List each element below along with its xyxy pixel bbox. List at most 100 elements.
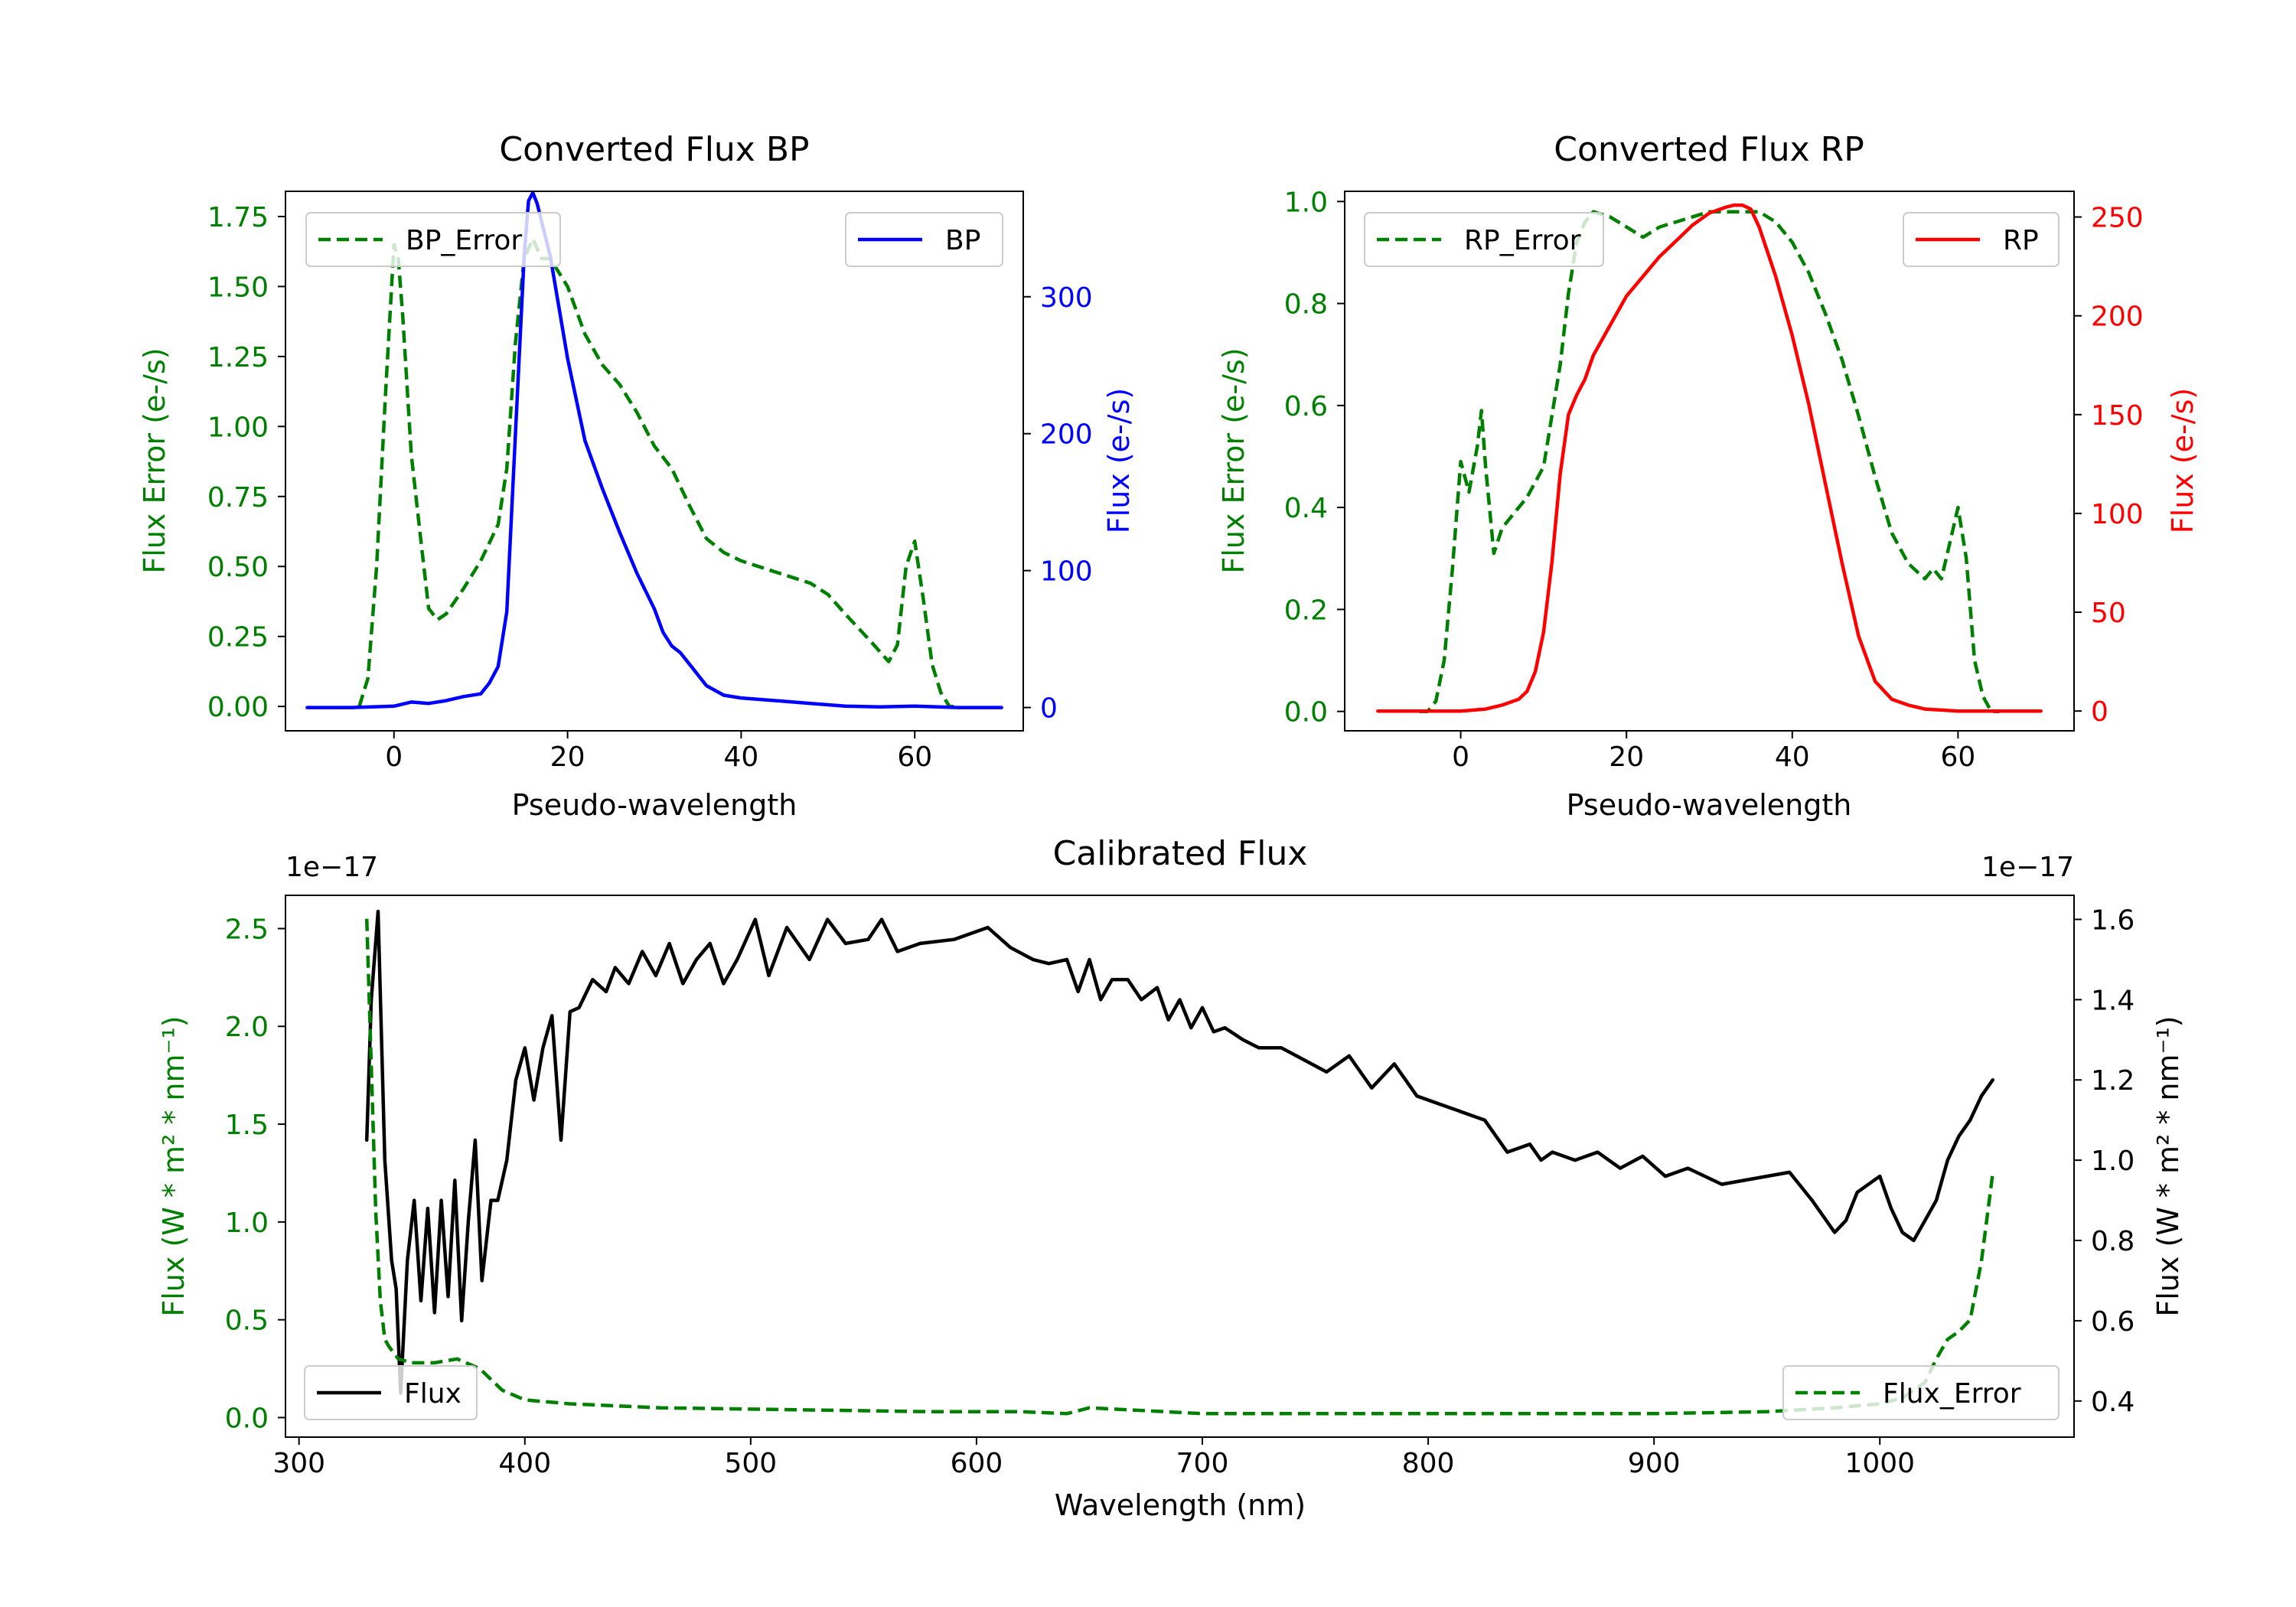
x-tick-label: 300 [272, 1448, 325, 1479]
y-right-tick-label: 300 [1040, 282, 1093, 314]
y-right-tick-label: 100 [2091, 499, 2144, 530]
legend-box [1364, 212, 1604, 267]
chart-3: 300 400 500 600 700 800 900 1000 0.0 0.5 1.0 1.5 2.0… [157, 834, 2185, 1522]
y-left-tick-label: 0.5 [225, 1305, 269, 1337]
x-tick-label: 900 [1628, 1448, 1681, 1479]
y-left-tick-label: 0.4 [1284, 493, 1328, 524]
series-line-bp-error [357, 236, 958, 709]
axes-frame [285, 895, 2075, 1438]
series-line-rp-error [1419, 210, 2000, 713]
y-right-tick-label: 200 [1040, 419, 1093, 451]
x-axis-label: Wavelength (nm) [1055, 1488, 1306, 1522]
y-left-tick-label: 0.25 [207, 622, 269, 654]
x-tick-label: 60 [1940, 742, 1975, 773]
y-right-tick-label: 50 [2091, 598, 2126, 629]
x-tick-label: 0 [1452, 742, 1469, 773]
y-left-axis-label: Flux Error (e-/s) [138, 347, 171, 573]
y-left-tick-label: 1.0 [1284, 187, 1328, 218]
y-left-tick-label: 1.5 [225, 1110, 269, 1141]
y-right-tick-label: 1.6 [2091, 905, 2135, 936]
y-left-tick-label: 1.00 [207, 412, 269, 443]
y-left-tick-label: 1.0 [225, 1208, 269, 1239]
chart-2: 0 20 40 60 0.0 0.2 0.4 0.6 0.8 1.0 0 50 100 150 200 250… [1217, 130, 2200, 822]
y-right-tick-label: 1.2 [2091, 1065, 2135, 1097]
y-right-tick-label: 0.8 [2091, 1226, 2135, 1257]
y-right-tick-label: 150 [2091, 400, 2144, 432]
legend-left: Flux [304, 1365, 478, 1420]
chart-title: Calibrated Flux [1053, 834, 1308, 873]
legend-box [1782, 1365, 2060, 1420]
y-right-tick-label: 0 [1040, 693, 1058, 725]
y-left-tick-label: 0.50 [207, 552, 269, 583]
x-tick-label: 700 [1176, 1448, 1229, 1479]
y-left-tick-label: 0.0 [1284, 697, 1328, 729]
axes-frame [285, 191, 1024, 732]
series-group [305, 191, 1003, 709]
series-line-flux [364, 909, 1995, 1395]
legend-right: RP [1903, 212, 2060, 267]
y-left-tick-label: 0.75 [207, 482, 269, 513]
y-right-axis-label: Flux (e-/s) [2166, 388, 2200, 533]
legend-box [1903, 212, 2060, 267]
y-left-axis-label: Flux Error (e-/s) [1217, 347, 1251, 573]
x-tick-label: 600 [951, 1448, 1003, 1479]
charts-layer: 0 20 40 600.000.250.500.751.001.251.501.750… [138, 130, 2200, 1522]
x-tick-label: 800 [1402, 1448, 1455, 1479]
y-left-tick-label: 0.2 [1284, 595, 1328, 626]
legend-box [305, 212, 561, 267]
axes-frame [1344, 191, 2075, 732]
legend-label: BP [945, 225, 980, 256]
y-right-tick-label: 250 [2091, 203, 2144, 234]
y-left-tick-label: 0.8 [1284, 289, 1328, 321]
y-left-offset-label: 1e−17 [285, 852, 378, 883]
y-right-tick-label: 100 [1040, 556, 1093, 588]
legend-label: RP [2003, 225, 2039, 256]
legend-left: BP_Error [305, 212, 561, 267]
legend-label: Flux_Error [1883, 1378, 2021, 1410]
y-right-axis-label: Flux (e-/s) [1102, 388, 1136, 533]
legend-label: BP_Error [406, 225, 522, 256]
x-tick-label: 500 [724, 1448, 777, 1479]
y-left-tick-label: 2.5 [225, 914, 269, 945]
legend-right: Flux_Error [1782, 1365, 2060, 1420]
x-tick-label: 20 [550, 742, 585, 773]
legend-box [845, 212, 1003, 267]
legend-box [304, 1365, 478, 1420]
y-right-offset-label: 1e−17 [1981, 852, 2074, 883]
y-right-tick-label: 0.4 [2091, 1387, 2135, 1418]
y-right-axis-label: Flux (W * m² * nm⁻¹) [2151, 1015, 2185, 1316]
y-right-tick-label: 200 [2091, 302, 2144, 333]
x-tick-label: 40 [1775, 742, 1810, 773]
y-left-tick-label: 1.75 [207, 202, 269, 233]
y-right-tick-label: 0.6 [2091, 1306, 2135, 1338]
x-tick-label: 400 [498, 1448, 551, 1479]
series-line-rp [1376, 203, 2043, 713]
legend-label: Flux [404, 1378, 461, 1410]
x-axis-label: Pseudo-wavelength [512, 788, 797, 822]
series-line-bp [305, 191, 1003, 709]
x-axis-label: Pseudo-wavelength [1567, 788, 1852, 822]
legend-right: BP [845, 212, 1003, 267]
x-tick-label: 1000 [1844, 1448, 1915, 1479]
series-group [1376, 203, 2043, 713]
y-right-tick-label: 1.0 [2091, 1146, 2135, 1177]
chart-1: 0 20 40 60 0.00 0.25 0.50 0.75 1.00 1.25 1.50 1.75 0… [138, 130, 1136, 822]
y-left-tick-label: 2.0 [225, 1012, 269, 1043]
x-tick-label: 20 [1609, 742, 1644, 773]
chart-title: Converted Flux RP [1554, 130, 1864, 169]
y-right-tick-label: 1.4 [2091, 985, 2135, 1016]
y-left-tick-label: 1.25 [207, 342, 269, 373]
y-left-tick-label: 0.00 [207, 692, 269, 723]
y-left-axis-label: Flux (W * m² * nm⁻¹) [157, 1015, 191, 1316]
y-left-tick-label: 0.0 [225, 1403, 269, 1434]
x-tick-label: 40 [724, 742, 759, 773]
legend-label: RP_Error [1464, 225, 1581, 256]
x-tick-label: 60 [897, 742, 932, 773]
x-tick-label: 0 [385, 742, 403, 773]
chart-title: Converted Flux BP [499, 130, 809, 169]
legend-left: RP_Error [1364, 212, 1604, 267]
y-left-tick-label: 0.6 [1284, 391, 1328, 422]
y-right-tick-label: 0 [2091, 696, 2108, 728]
